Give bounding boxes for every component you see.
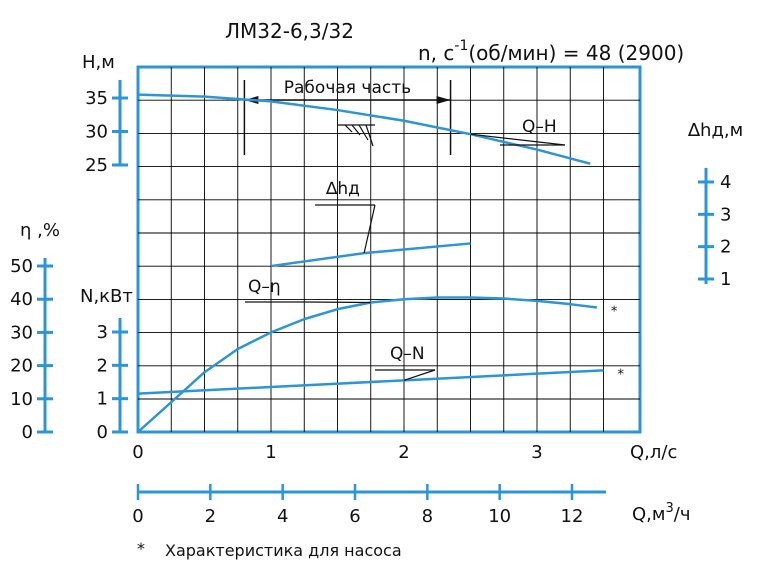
series-marker-N: * bbox=[618, 367, 625, 382]
tick-label-dh: 1 bbox=[720, 269, 731, 290]
tick-label-q-m3h: 8 bbox=[422, 506, 433, 527]
chart-title: ЛМ32-6,3/32 bbox=[225, 19, 354, 43]
axis-label-q-m3h: Q,м3/ч bbox=[632, 501, 690, 525]
tick-label-H: 30 bbox=[85, 122, 108, 143]
series-H-curve bbox=[137, 93, 591, 165]
hatch-mark bbox=[338, 124, 375, 147]
axis-label-eta: η ,% bbox=[20, 220, 60, 241]
tick-label-N: 2 bbox=[97, 355, 108, 376]
series-label-eta: Q–η bbox=[248, 277, 281, 297]
tick-label-q-m3h: 0 bbox=[132, 506, 143, 527]
tick-label-N: 0 bbox=[97, 422, 108, 443]
footnote-text: Характеристика для насоса bbox=[165, 541, 402, 560]
tick-label-eta: 0 bbox=[22, 422, 33, 443]
series-label-leader bbox=[470, 133, 566, 146]
axis-label-H: H,м bbox=[82, 52, 115, 73]
series-label-leader bbox=[403, 369, 436, 381]
grid bbox=[136, 65, 642, 434]
tick-label-eta: 40 bbox=[10, 289, 33, 310]
axis-label-q: Q,л/с bbox=[630, 442, 677, 463]
tick-label-eta: 20 bbox=[10, 356, 33, 377]
tick-label-N: 3 bbox=[97, 322, 108, 343]
working-range-label: Рабочая часть bbox=[284, 78, 411, 98]
tick-label-q-m3h: 12 bbox=[561, 506, 584, 527]
tick-label-dh: 2 bbox=[720, 237, 731, 258]
tick-label-q-m3h: 6 bbox=[349, 506, 360, 527]
series-marker-eta: * bbox=[611, 305, 618, 320]
series-eta-curve bbox=[137, 296, 598, 433]
tick-label-eta: 10 bbox=[10, 389, 33, 410]
tick-label-q-m3h: 2 bbox=[205, 506, 216, 527]
series-label-dh: ∆hд bbox=[325, 179, 360, 199]
series-label-N: Q–N bbox=[390, 344, 425, 364]
tick-label-eta: 30 bbox=[10, 322, 33, 343]
tick-label-H: 25 bbox=[85, 155, 108, 176]
speed-label: n, c-1(об/мин) = 48 (2900) bbox=[418, 38, 684, 65]
tick-label-q: 0 bbox=[132, 442, 143, 463]
footnote-mark: * bbox=[137, 539, 145, 558]
plot-frame bbox=[136, 65, 642, 434]
axis-label-N: N,кВт bbox=[80, 286, 133, 307]
tick-label-dh: 4 bbox=[720, 172, 731, 193]
tick-label-q: 1 bbox=[265, 442, 276, 463]
tick-label-q: 2 bbox=[398, 442, 409, 463]
series-label-H: Q–H bbox=[522, 117, 557, 137]
tick-label-q-m3h: 4 bbox=[277, 506, 288, 527]
series-label-leader bbox=[363, 204, 376, 254]
working-range: Рабочая часть bbox=[243, 78, 452, 155]
axis-label-dh: ∆hд,м bbox=[687, 120, 743, 141]
tick-label-eta: 50 bbox=[10, 256, 33, 277]
tick-label-N: 1 bbox=[97, 389, 108, 410]
tick-label-q: 3 bbox=[531, 442, 542, 463]
tick-label-H: 35 bbox=[85, 88, 108, 109]
series-label-leader bbox=[304, 301, 371, 304]
curve-labels: Q–H ∆hд Q–η * Q–N * bbox=[245, 117, 625, 382]
tick-label-q-m3h: 10 bbox=[488, 506, 511, 527]
tick-label-dh: 3 bbox=[720, 204, 731, 225]
